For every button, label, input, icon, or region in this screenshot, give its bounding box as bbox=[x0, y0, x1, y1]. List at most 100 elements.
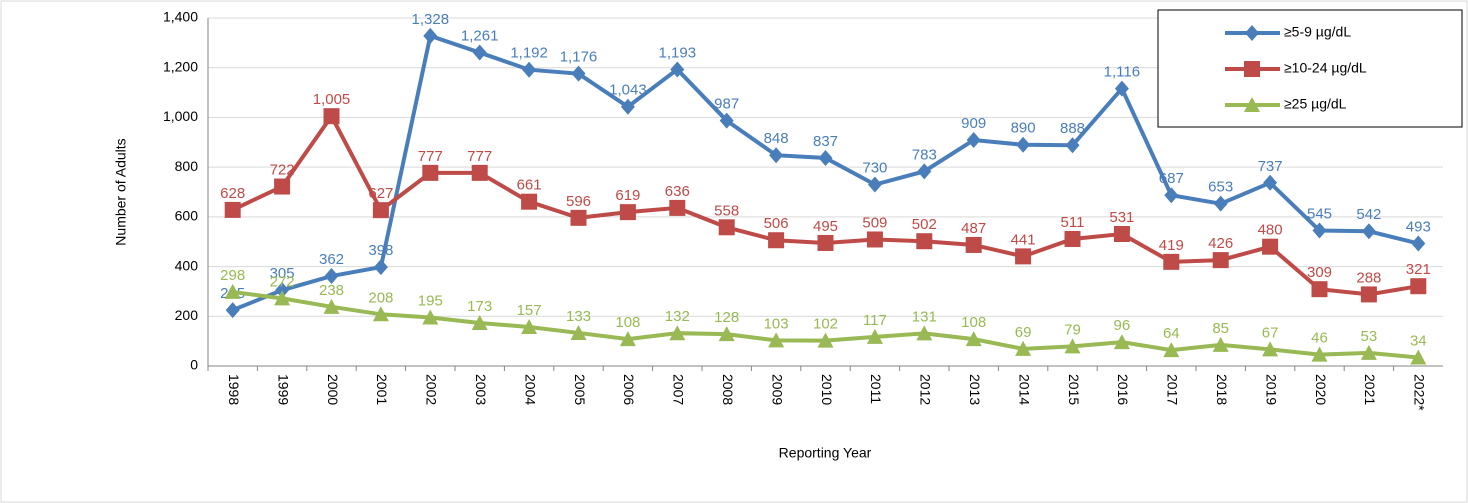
data-point bbox=[868, 177, 882, 193]
data-label: 628 bbox=[220, 185, 245, 202]
data-label: 542 bbox=[1356, 206, 1381, 223]
data-point bbox=[423, 28, 437, 44]
data-point bbox=[1410, 278, 1426, 294]
data-point bbox=[324, 108, 340, 124]
x-tick-label: 2004 bbox=[522, 374, 538, 405]
data-label: 85 bbox=[1212, 320, 1229, 337]
data-label: 69 bbox=[1015, 324, 1032, 341]
data-label: 737 bbox=[1258, 158, 1283, 175]
data-label: 783 bbox=[912, 146, 937, 163]
data-label: 493 bbox=[1406, 218, 1431, 235]
y-tick-label: 200 bbox=[175, 307, 199, 323]
data-label: 506 bbox=[764, 215, 789, 232]
data-label: 117 bbox=[863, 312, 887, 329]
data-label: 67 bbox=[1262, 324, 1279, 341]
y-tick-label: 0 bbox=[190, 357, 198, 373]
data-point bbox=[917, 163, 931, 179]
data-label: 619 bbox=[615, 187, 640, 204]
data-label: 636 bbox=[665, 183, 690, 200]
data-label: 108 bbox=[961, 314, 986, 331]
data-point bbox=[1262, 239, 1278, 255]
data-label: 596 bbox=[566, 193, 591, 210]
data-label: 502 bbox=[912, 216, 937, 233]
x-tick-label: 2018 bbox=[1214, 374, 1230, 405]
data-label: 53 bbox=[1361, 328, 1378, 345]
data-label: 1,328 bbox=[412, 11, 450, 28]
data-label: 441 bbox=[1011, 231, 1036, 248]
legend-label: ≥5-9 µg/dL bbox=[1284, 24, 1351, 40]
data-point bbox=[1016, 137, 1030, 153]
data-label: 157 bbox=[517, 302, 542, 319]
y-tick-label: 1,200 bbox=[163, 58, 198, 74]
x-tick-label: 2005 bbox=[572, 374, 588, 405]
x-tick-label: 2015 bbox=[1066, 374, 1082, 405]
data-point bbox=[472, 165, 488, 181]
legend-label: ≥10-24 µg/dL bbox=[1284, 60, 1367, 76]
data-label: 987 bbox=[714, 96, 739, 113]
data-label: 1,261 bbox=[461, 28, 499, 45]
data-point bbox=[916, 233, 932, 249]
data-label: 509 bbox=[862, 214, 887, 231]
x-tick-label: 2011 bbox=[868, 374, 884, 404]
data-label: 298 bbox=[220, 267, 245, 284]
x-axis-label: Reporting Year bbox=[779, 445, 872, 461]
data-point bbox=[1362, 223, 1376, 239]
data-label: 909 bbox=[961, 115, 986, 132]
data-point bbox=[1312, 281, 1328, 297]
data-label: 848 bbox=[764, 130, 789, 147]
x-tick-label: 2021 bbox=[1362, 374, 1378, 405]
data-point bbox=[422, 165, 438, 181]
x-tick-label: 2001 bbox=[374, 374, 390, 405]
data-label: 398 bbox=[368, 242, 393, 259]
data-point bbox=[867, 231, 883, 247]
data-point bbox=[719, 219, 735, 235]
data-label: 722 bbox=[270, 162, 295, 179]
x-tick-label: 1999 bbox=[275, 374, 291, 405]
x-tick-label: 2006 bbox=[621, 374, 637, 405]
data-point bbox=[522, 62, 536, 78]
data-point bbox=[1411, 235, 1425, 251]
y-tick-label: 1,000 bbox=[163, 108, 198, 124]
data-label: 238 bbox=[319, 282, 344, 299]
data-label: 321 bbox=[1406, 261, 1431, 278]
data-label: 687 bbox=[1159, 170, 1184, 187]
data-label: 777 bbox=[418, 148, 443, 165]
x-tick-label: 2022* bbox=[1412, 374, 1428, 411]
data-label: 79 bbox=[1064, 321, 1081, 338]
data-point bbox=[571, 210, 587, 226]
x-tick-label: 2009 bbox=[769, 374, 785, 405]
data-label: 362 bbox=[319, 251, 344, 268]
data-label: 34 bbox=[1410, 333, 1427, 350]
data-label: 1,192 bbox=[510, 45, 548, 62]
data-point bbox=[374, 259, 388, 275]
x-tick-label: 2002 bbox=[424, 374, 440, 405]
y-tick-label: 600 bbox=[175, 208, 199, 224]
data-label: 195 bbox=[418, 292, 443, 309]
data-label: 888 bbox=[1060, 120, 1085, 137]
y-tick-label: 400 bbox=[175, 257, 199, 273]
data-label: 208 bbox=[368, 289, 393, 306]
data-label: 511 bbox=[1061, 214, 1085, 231]
data-label: 1,193 bbox=[659, 44, 697, 61]
data-point bbox=[226, 302, 240, 318]
data-label: 309 bbox=[1307, 264, 1332, 281]
x-tick-label: 2020 bbox=[1313, 374, 1329, 405]
data-label: 46 bbox=[1311, 330, 1328, 347]
data-label: 890 bbox=[1011, 120, 1036, 137]
x-tick-label: 2014 bbox=[1016, 374, 1032, 405]
data-label: 661 bbox=[517, 177, 542, 194]
data-label: 173 bbox=[467, 298, 492, 315]
data-label: 419 bbox=[1159, 237, 1184, 254]
x-tick-label: 2016 bbox=[1115, 374, 1131, 405]
data-label: 487 bbox=[961, 220, 986, 237]
data-label: 426 bbox=[1208, 235, 1233, 252]
x-tick-label: 1998 bbox=[226, 374, 242, 405]
data-label: 1,043 bbox=[609, 82, 647, 99]
x-tick-label: 2008 bbox=[720, 374, 736, 405]
data-point bbox=[669, 200, 685, 216]
data-point bbox=[1213, 252, 1229, 268]
data-point bbox=[274, 179, 290, 195]
y-tick-label: 800 bbox=[175, 158, 199, 174]
data-label: 653 bbox=[1208, 179, 1233, 196]
data-label: 1,005 bbox=[313, 91, 351, 108]
